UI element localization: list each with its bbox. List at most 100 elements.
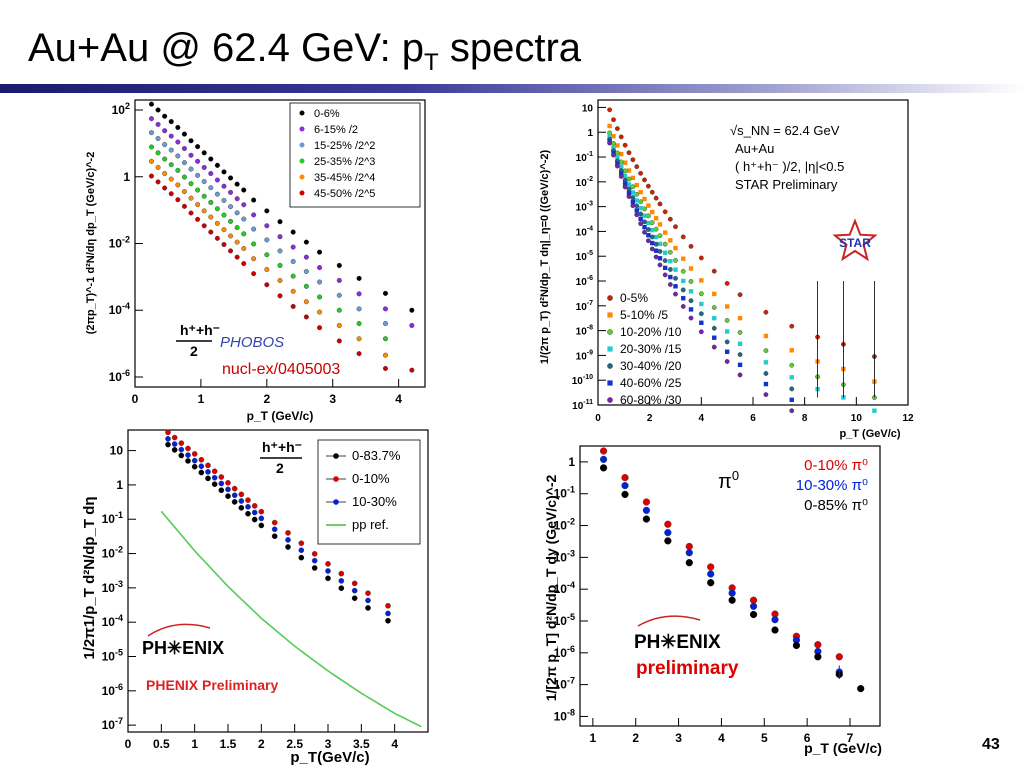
legend-marker [299, 158, 305, 164]
data-point [277, 293, 283, 299]
data-point [185, 458, 191, 464]
data-point [622, 184, 628, 190]
data-point [698, 255, 704, 261]
legend-marker [607, 295, 613, 301]
data-point [599, 455, 608, 463]
data-point [657, 249, 663, 254]
data-point [218, 480, 225, 487]
data-point [681, 256, 686, 261]
legend-marker [607, 346, 613, 352]
y-tick-label: 10-5 [102, 648, 123, 664]
data-point [630, 199, 636, 204]
y-tick-label: 10-2 [109, 235, 130, 251]
data-point [607, 107, 613, 113]
data-point [615, 155, 620, 160]
y-tick-label: 102 [112, 101, 130, 117]
data-point [382, 306, 388, 312]
charge-label: h⁺+h⁻ [180, 322, 220, 338]
data-point [303, 314, 309, 320]
data-point [763, 333, 769, 339]
data-point [688, 307, 694, 312]
data-point [228, 175, 234, 181]
data-point [225, 486, 231, 493]
data-point [712, 335, 717, 340]
data-point [148, 101, 154, 107]
data-point [165, 441, 171, 448]
data-point [208, 171, 214, 177]
data-point [185, 445, 191, 452]
data-point [168, 162, 174, 168]
x-tick-label: 5 [761, 731, 768, 745]
data-point [611, 134, 616, 139]
data-point [165, 429, 171, 436]
legend-label: 35-45% /2^4 [314, 172, 375, 184]
data-point [621, 482, 629, 490]
data-point [271, 519, 278, 526]
data-point [148, 158, 154, 164]
y-tick-label: 10-8 [576, 325, 593, 338]
data-point [188, 152, 194, 158]
data-point [662, 250, 668, 255]
data-point [630, 175, 636, 181]
phenix-logo: PH✳ENIX [142, 638, 224, 658]
data-point [245, 510, 251, 517]
plot-frame [597, 99, 909, 406]
data-point [653, 195, 659, 201]
x-tick-label: 2.5 [286, 737, 303, 751]
data-point [409, 367, 415, 373]
data-point [409, 307, 415, 313]
data-point [241, 216, 247, 222]
data-point [728, 596, 736, 604]
data-point [214, 162, 220, 168]
data-point [201, 150, 207, 156]
y-tick-label: 10-3 [554, 548, 575, 564]
data-point [642, 506, 651, 514]
data-point [724, 304, 730, 309]
data-point [298, 547, 305, 554]
data-point [221, 197, 227, 203]
legend: 0-5% 5-10% /5 10-20% /10 20-30% /15 30-40% /… [607, 291, 682, 407]
legend-marker [299, 110, 305, 116]
data-point [698, 329, 704, 335]
data-point [607, 123, 612, 129]
data-point [642, 177, 647, 183]
pp-reference-line [160, 510, 422, 728]
y-tick-label: 10-7 [102, 716, 123, 732]
data-point [724, 281, 730, 286]
data-point [649, 234, 655, 240]
y-axis-title: 1/[2π p_T] d²N/dp_T dy (GeV/c)^-2 [543, 474, 559, 701]
data-point [264, 223, 270, 229]
y-tick-label: 10-4 [102, 613, 123, 629]
data-point [638, 221, 644, 227]
data-point [673, 267, 678, 272]
data-point [290, 229, 296, 235]
data-point [650, 209, 655, 215]
data-point [599, 447, 608, 455]
particle-label: π0 [718, 468, 739, 493]
data-point [385, 610, 391, 617]
data-point [611, 117, 616, 123]
energy-label: √s_NN = 62.4 GeV [730, 123, 840, 138]
y-tick-label: 10-4 [109, 301, 130, 317]
data-point [365, 605, 371, 611]
system-label: Au+Au [735, 141, 774, 156]
data-point [711, 344, 717, 350]
data-point [238, 498, 245, 504]
data-point [657, 201, 663, 207]
legend-label: 30-40% /20 [620, 359, 682, 373]
legend-label: pp ref. [352, 517, 389, 532]
data-point [336, 292, 342, 298]
data-point [264, 267, 270, 273]
data-point [290, 258, 296, 264]
data-point [351, 587, 358, 594]
legend-label: 10-30% [352, 494, 397, 509]
data-point [673, 224, 678, 230]
data-point [168, 176, 174, 182]
data-point [649, 246, 655, 252]
data-point [712, 291, 717, 297]
data-point [642, 213, 647, 218]
data-point [749, 596, 758, 604]
data-point [251, 241, 257, 247]
y-tick-label: 10-5 [554, 612, 575, 628]
x-tick-label: 7 [847, 731, 854, 745]
